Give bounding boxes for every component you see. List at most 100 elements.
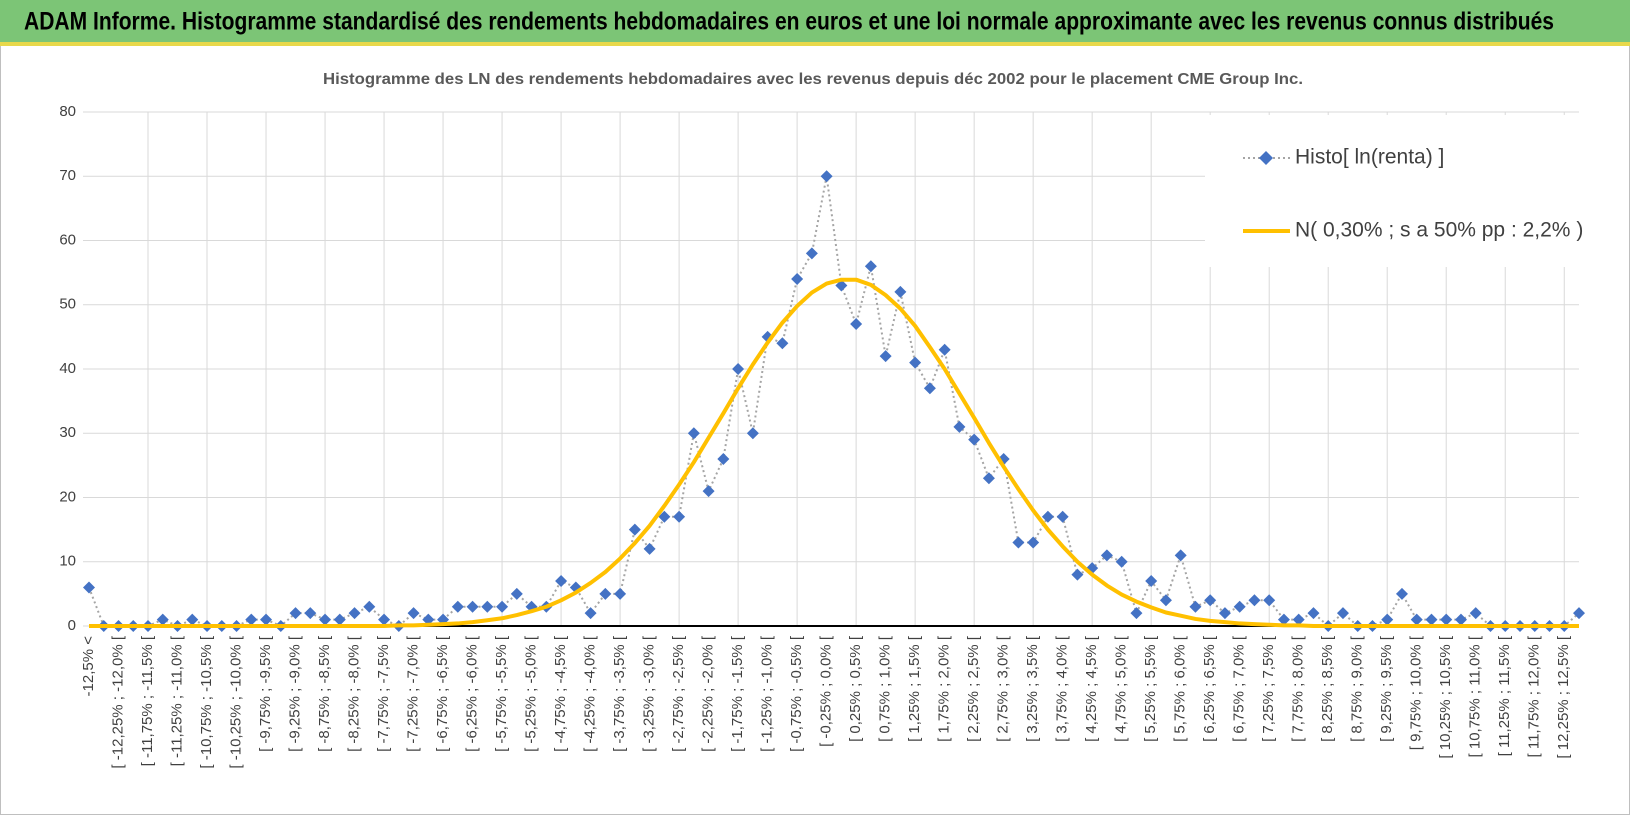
x-tick-label: [ 6,25% ; 6,5% [ — [1201, 635, 1218, 742]
y-tick-label: 80 — [59, 103, 76, 120]
x-tick-label: [ -3,75% ; -3,5% [ — [611, 635, 628, 752]
x-tick-label: [ 2,75% ; 3,0% [ — [995, 635, 1012, 742]
data-point — [1425, 613, 1438, 626]
data-point — [1056, 510, 1069, 523]
data-point — [1233, 600, 1246, 613]
data-point — [805, 247, 818, 260]
x-tick-label: [ 6,75% ; 7,0% [ — [1231, 635, 1248, 742]
x-tick-label: [ -7,25% ; -7,0% [ — [405, 635, 422, 752]
data-point — [643, 542, 656, 555]
data-point — [673, 510, 686, 523]
y-tick-label: 30 — [59, 424, 76, 441]
data-point — [982, 472, 995, 485]
x-tick-label: [ -12,25% ; -12,0% [ — [109, 635, 126, 768]
series-line — [89, 277, 1579, 628]
data-point — [599, 587, 612, 600]
data-point — [1248, 594, 1261, 607]
legend-marker — [1259, 151, 1273, 165]
data-point — [776, 337, 789, 350]
data-point — [1218, 607, 1231, 620]
x-tick-label: [ -6,25% ; -6,0% [ — [464, 635, 481, 752]
x-tick-label: [ -4,25% ; -4,0% [ — [582, 635, 599, 752]
x-tick-label: [ -9,25% ; -9,0% [ — [287, 635, 304, 752]
data-point — [1277, 613, 1290, 626]
x-tick-label: [ 4,75% ; 5,0% [ — [1113, 635, 1130, 742]
data-point — [717, 452, 730, 465]
x-tick-label: [ -0,75% ; -0,5% [ — [788, 635, 805, 752]
x-tick-label: [ 11,75% ; 12,0% [ — [1526, 635, 1543, 757]
data-point — [968, 433, 981, 446]
data-point — [628, 523, 641, 536]
x-tick-label: [ -10,25% ; -10,0% [ — [227, 635, 244, 768]
x-tick-label: [ 9,75% ; 10,0% [ — [1408, 635, 1425, 750]
data-point — [1115, 555, 1128, 568]
data-point — [1292, 613, 1305, 626]
x-tick-label: [ -2,25% ; -2,0% [ — [700, 635, 717, 752]
data-point — [1159, 594, 1172, 607]
x-tick-label: [ -11,75% ; -11,5% [ — [139, 635, 156, 766]
data-point — [1100, 549, 1113, 562]
data-point — [732, 363, 745, 375]
data-point — [879, 350, 892, 363]
x-tick-label: [ -8,75% ; -8,5% [ — [316, 635, 333, 752]
x-tick-label: [ 1,25% ; 1,5% [ — [906, 635, 923, 742]
data-point — [245, 613, 258, 626]
data-point — [319, 613, 332, 626]
x-tick-label: [ -5,75% ; -5,5% [ — [493, 635, 510, 752]
legend-label: Histo[ ln(renta) ] — [1295, 146, 1444, 169]
data-point — [466, 600, 479, 613]
header-title: ADAM Informe. Histogramme standardisé de… — [24, 8, 1554, 36]
data-point — [953, 420, 966, 433]
data-point — [791, 273, 804, 286]
data-point — [923, 382, 936, 395]
x-tick-label: [ 0,75% ; 1,0% [ — [877, 635, 894, 742]
data-point — [702, 485, 715, 498]
x-tick-label: [ 10,25% ; 10,5% [ — [1437, 635, 1454, 758]
chart-title: Histogramme des LN des rendements hebdom… — [323, 71, 1303, 88]
data-point — [510, 587, 523, 600]
x-tick-label: [ -9,75% ; -9,5% [ — [257, 635, 274, 752]
y-tick-label: 50 — [59, 296, 76, 313]
data-point — [1145, 575, 1158, 588]
x-tick-label: [ -3,25% ; -3,0% [ — [641, 635, 658, 752]
data-point — [1440, 613, 1453, 626]
data-point — [938, 343, 951, 356]
x-tick-label: [ -1,75% ; -1,5% [ — [729, 635, 746, 752]
x-tick-label: [ 1,75% ; 2,0% [ — [936, 635, 953, 742]
data-point — [1573, 607, 1585, 620]
x-tick-label: [ -8,25% ; -8,0% [ — [346, 635, 363, 752]
data-point — [820, 170, 833, 183]
data-point — [658, 510, 671, 523]
data-point — [894, 285, 907, 298]
x-tick-label: [ 5,25% ; 5,5% [ — [1142, 635, 1159, 742]
x-tick-label: [ 12,25% ; 12,5% [ — [1555, 635, 1572, 758]
x-tick-label: [ 3,75% ; 4,0% [ — [1054, 635, 1071, 742]
x-tick-label: [ 4,25% ; 4,5% [ — [1083, 635, 1100, 742]
data-point — [1027, 536, 1040, 549]
x-tick-label: [ -4,75% ; -4,5% [ — [552, 635, 569, 752]
data-point — [1336, 607, 1349, 620]
x-tick-label: [ -1,25% ; -1,0% [ — [759, 635, 776, 752]
data-point — [1189, 600, 1202, 613]
x-tick-label: [ 2,25% ; 2,5% [ — [965, 635, 982, 742]
x-tick-label: [ 11,25% ; 11,5% [ — [1496, 635, 1513, 756]
x-tick-label: [ -5,25% ; -5,0% [ — [523, 635, 540, 752]
data-point — [850, 318, 863, 331]
data-point — [584, 607, 597, 620]
data-point — [1263, 594, 1276, 607]
y-tick-label: 60 — [59, 231, 76, 248]
x-tick-label: [ -7,75% ; -7,5% [ — [375, 635, 392, 752]
header-rule — [0, 42, 1630, 46]
data-point — [289, 607, 302, 620]
y-tick-label: 70 — [59, 167, 76, 184]
data-point — [348, 607, 361, 620]
data-point — [333, 613, 346, 626]
x-tick-label: [ 8,75% ; 9,0% [ — [1349, 635, 1366, 742]
header-bar — [0, 0, 1630, 45]
data-point — [481, 600, 494, 613]
x-tick-label: [ 9,25% ; 9,5% [ — [1378, 635, 1395, 742]
data-point — [1174, 549, 1187, 562]
data-point — [1410, 613, 1423, 626]
data-point — [260, 613, 273, 626]
